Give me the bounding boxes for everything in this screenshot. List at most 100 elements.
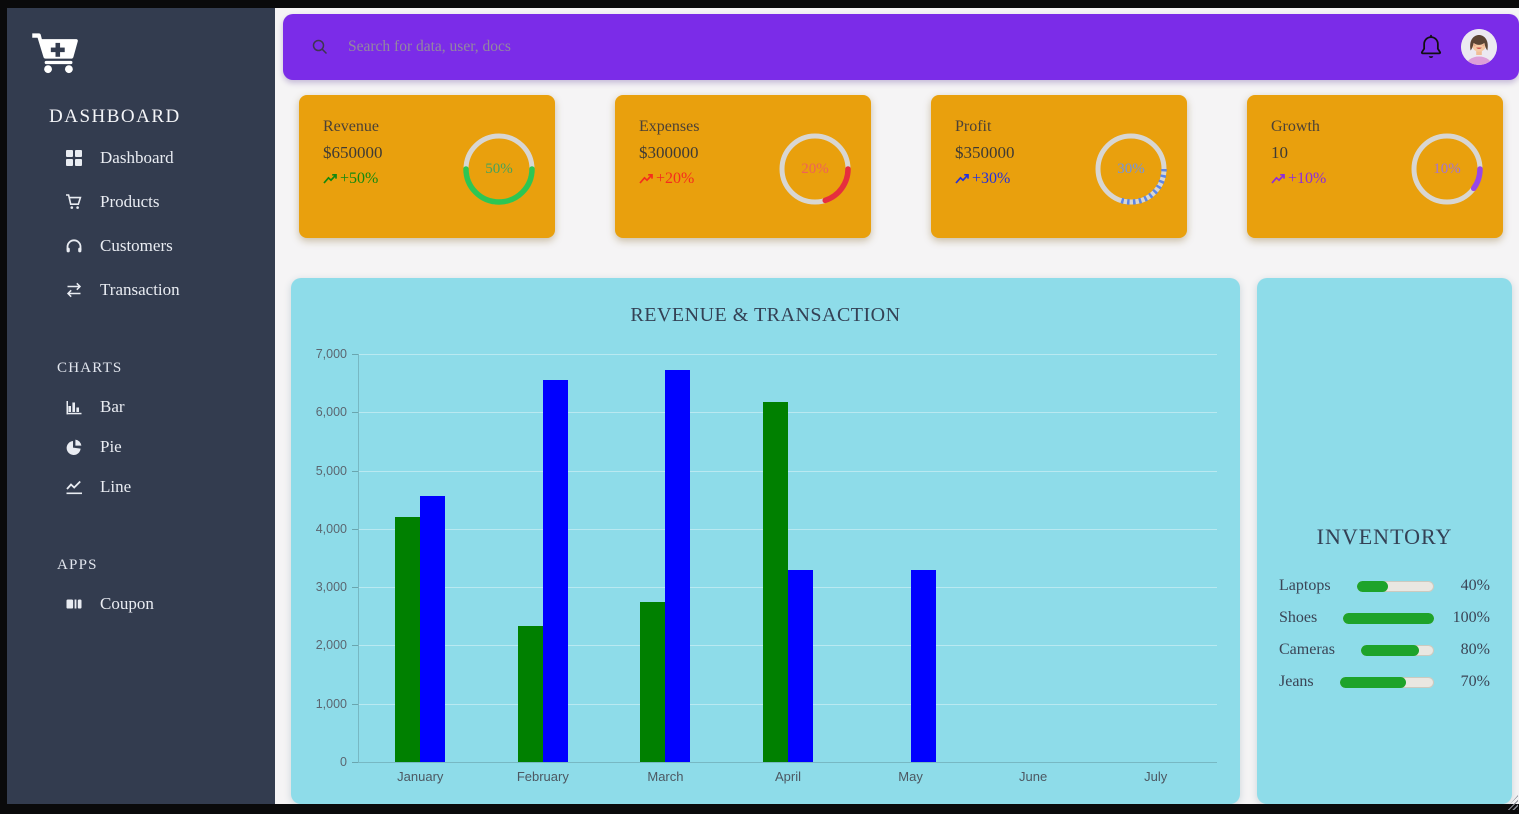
inventory-row: Laptops 40% [1279, 570, 1490, 602]
user-avatar[interactable] [1461, 29, 1497, 65]
sidebar-item-label: Coupon [100, 594, 154, 613]
sidebar-item-transaction[interactable]: Transaction [7, 268, 275, 312]
sidebar-item-label: Bar [100, 397, 125, 416]
sidebar-item-label: Transaction [100, 280, 180, 299]
stat-card-revenue: Revenue $650000 +50% 50% [299, 95, 555, 238]
trend-up-icon [639, 173, 653, 184]
donut-percent-label: 30% [1117, 160, 1145, 177]
inventory-percent-label: 80% [1460, 641, 1490, 658]
search-icon[interactable] [311, 38, 329, 56]
section-title: CHARTS [57, 360, 123, 376]
trend-up-icon [1271, 173, 1285, 184]
sidebar-item-label: Pie [100, 437, 122, 456]
inventory-progress-fill [1360, 644, 1420, 656]
sidebar-item-coupon[interactable]: Coupon [7, 584, 275, 624]
card-value: 10 [1271, 143, 1288, 162]
inventory-item-label: Shoes [1279, 609, 1318, 626]
sidebar-item-label: Dashboard [100, 148, 174, 167]
y-tick-label: 1,000 [315, 696, 347, 711]
panels-row: REVENUE & TRANSACTION 0 1,000 2,000 3,000 4,… [283, 278, 1519, 804]
stat-cards-row: Revenue $650000 +50% 50% Expenses $30000… [283, 80, 1519, 238]
transaction-bar [788, 569, 813, 762]
y-tick-mark [352, 762, 358, 763]
inventory-row: Jeans 70% [1279, 666, 1490, 698]
card-trend: +20% [639, 170, 871, 188]
y-tick-mark [352, 587, 358, 589]
revenue-bar [763, 401, 788, 762]
x-tick-label: March [647, 769, 684, 784]
x-tick-label: July [1144, 769, 1168, 784]
x-tick-label: June [1019, 769, 1048, 784]
x-tick-label: January [397, 769, 444, 784]
sidebar-title: DASHBOARD [49, 106, 181, 127]
cart-plus-logo-icon[interactable] [31, 30, 79, 76]
gridline [359, 528, 1217, 530]
card-title: Growth [1271, 118, 1320, 135]
chart-title: REVENUE & TRANSACTION [630, 304, 901, 326]
line-chart-icon [65, 478, 85, 496]
inventory-progress-fill [1356, 580, 1388, 592]
progress-donut: 50% [461, 131, 537, 207]
sidebar-item-products[interactable]: Products [7, 180, 275, 224]
card-trend: +30% [955, 170, 1187, 188]
donut-percent-label: 50% [485, 160, 513, 177]
sidebar-section-apps: APPS Coupon [7, 557, 275, 624]
card-value: $650000 [323, 143, 383, 162]
transaction-bar [910, 569, 936, 762]
revenue-bar [395, 517, 421, 762]
y-tick-label: 0 [340, 755, 347, 769]
search-bar [283, 14, 1519, 80]
y-tick-label: 6,000 [315, 405, 347, 420]
main-content: Revenue $650000 +50% 50% Expenses $30000… [275, 8, 1519, 804]
bar-chart-plot-area: 0 1,000 2,000 3,000 4,000 5,000 6,000 7,000 Janu… [316, 347, 1217, 784]
y-tick-label: 5,000 [315, 463, 347, 478]
ticket-icon [65, 595, 85, 613]
y-tick-mark [352, 354, 358, 355]
grid-icon [65, 149, 85, 167]
card-value: $300000 [639, 143, 699, 162]
transfer-arrows-icon [65, 281, 85, 299]
inventory-percent-label: 100% [1452, 609, 1490, 626]
y-tick-mark [352, 528, 358, 530]
inventory-progress-track [1343, 612, 1434, 624]
bell-icon[interactable] [1418, 34, 1444, 61]
revenue-transaction-chart: REVENUE & TRANSACTION 0 1,000 2,000 3,000 4,… [291, 278, 1240, 804]
revenue-bar [517, 625, 543, 762]
inventory-progress-fill [1343, 612, 1434, 624]
search-input[interactable] [346, 37, 1418, 57]
inventory-percent-label: 40% [1460, 577, 1490, 594]
revenue-bar [640, 601, 666, 762]
pie-chart-icon [65, 438, 85, 456]
dashboard-app: DASHBOARD Dashboard [7, 8, 1519, 804]
card-title: Expenses [639, 118, 700, 135]
progress-donut: 30% [1093, 131, 1169, 207]
inventory-item-label: Cameras [1279, 641, 1335, 658]
y-tick-label: 3,000 [315, 580, 347, 595]
sidebar-section-charts: CHARTS Bar Pie [7, 360, 275, 507]
x-tick-label: February [516, 769, 569, 784]
sidebar-item-line-chart[interactable]: Line [7, 467, 275, 507]
stat-card-growth: Growth 10 +10% 10% [1247, 95, 1503, 238]
inventory-item-label: Jeans [1279, 673, 1314, 690]
inventory-row: Cameras 80% [1279, 634, 1490, 666]
inventory-title: INVENTORY [1316, 524, 1453, 549]
gridline [359, 470, 1217, 472]
inventory-progress-track [1360, 644, 1434, 656]
sidebar-item-customers[interactable]: Customers [7, 224, 275, 268]
progress-donut: 10% [1409, 131, 1485, 207]
transaction-bar [420, 495, 446, 762]
sidebar-menu: Dashboard Products [7, 136, 275, 312]
inventory-item-label: Laptops [1279, 577, 1331, 594]
transaction-bar [542, 380, 568, 762]
stat-card-profit: Profit $350000 +30% 30% [931, 95, 1187, 238]
stat-card-expenses: Expenses $300000 +20% 20% [615, 95, 871, 238]
card-value: $350000 [955, 143, 1015, 162]
sidebar-item-pie-chart[interactable]: Pie [7, 427, 275, 467]
sidebar-item-bar-chart[interactable]: Bar [7, 387, 275, 427]
sidebar-item-dashboard[interactable]: Dashboard [7, 136, 275, 180]
y-tick-mark [352, 703, 358, 705]
progress-donut: 20% [777, 131, 853, 207]
y-tick-label: 2,000 [315, 638, 347, 653]
bar-chart-icon [65, 398, 85, 416]
trend-up-icon [955, 173, 969, 184]
